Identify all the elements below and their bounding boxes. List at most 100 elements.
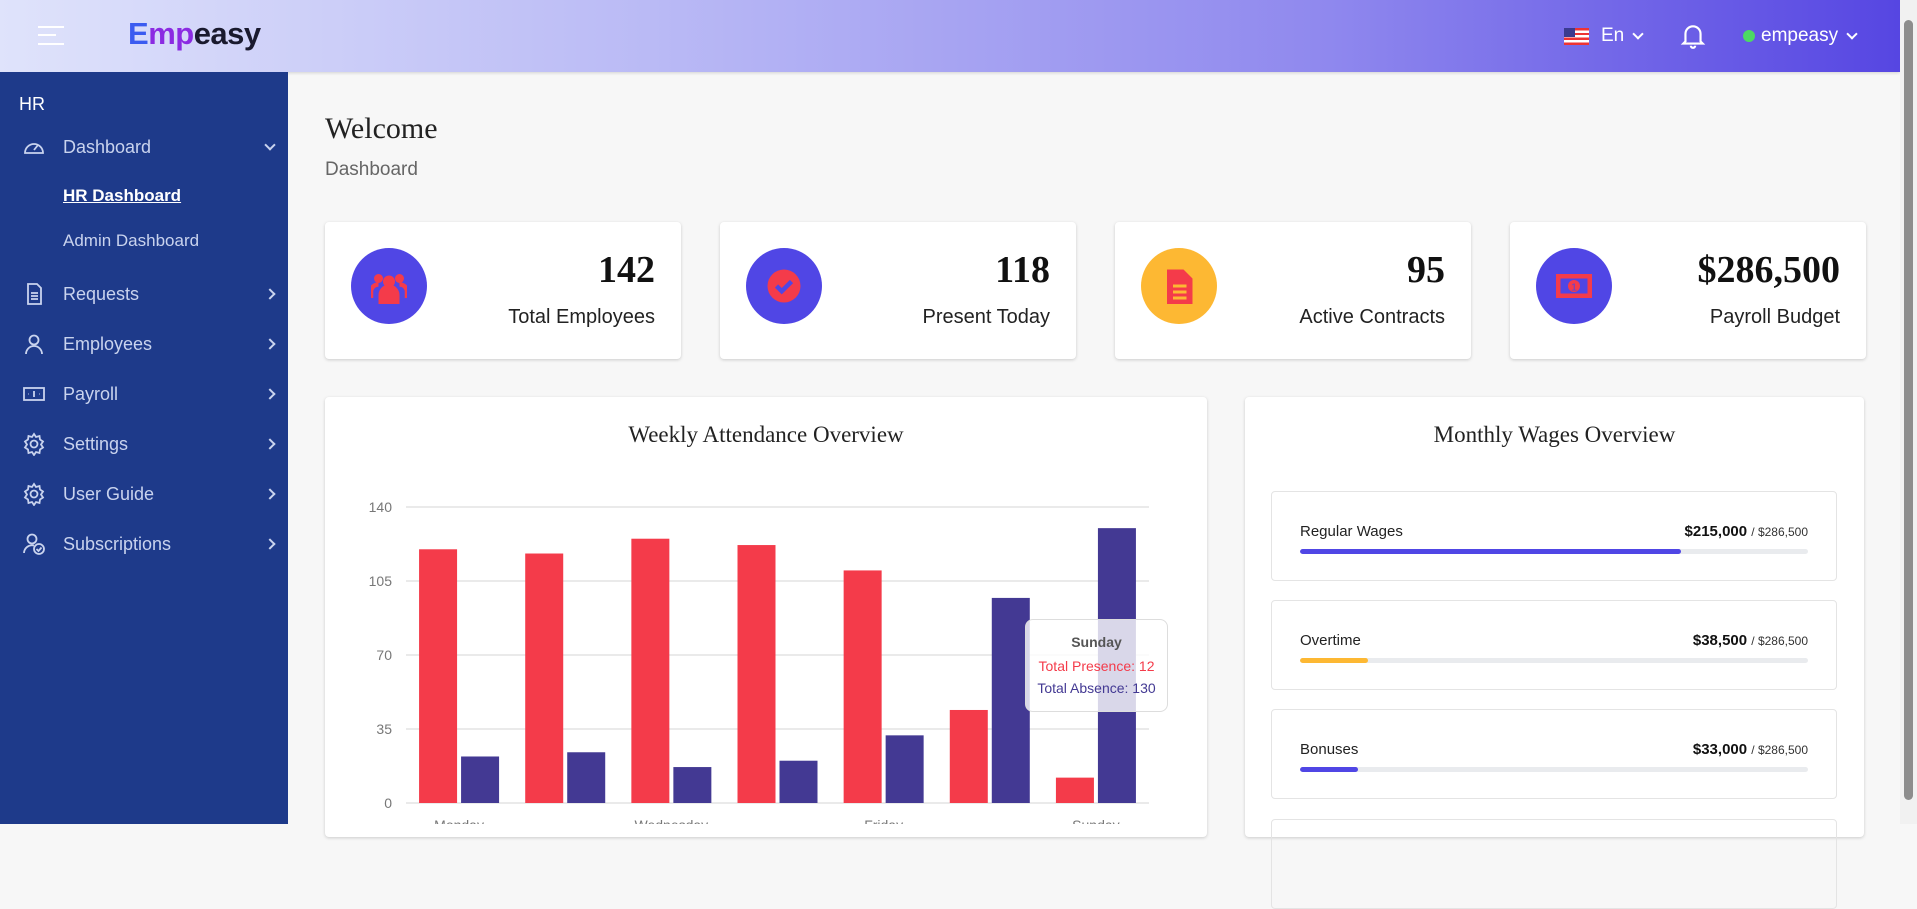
y-tick-label: 140 <box>369 499 393 515</box>
wage-progress-bar <box>1300 549 1808 554</box>
scrollbar-thumb[interactable] <box>1904 20 1913 800</box>
sidebar-subitem-admin-dashboard[interactable]: Admin Dashboard <box>63 231 200 250</box>
stat-value: $286,500 <box>1697 249 1841 291</box>
x-tick-label: Sunday <box>1072 817 1119 824</box>
stat-label: Present Today <box>922 306 1051 328</box>
stat-value: 142 <box>598 249 655 291</box>
sidebar-item-user-guide[interactable]: User Guide <box>0 474 288 514</box>
stat-value: 95 <box>1407 249 1445 291</box>
wage-item: Bonuses $33,000 / $286,500 <box>1271 709 1837 799</box>
sidebar-item-requests[interactable]: Requests <box>0 274 288 314</box>
gear-icon <box>23 482 45 506</box>
stat-card-total-employees: 142 Total Employees <box>325 222 681 359</box>
chevron-down-icon <box>1632 27 1644 40</box>
document-icon <box>27 283 42 305</box>
tooltip-absence: Total Absence: 130 <box>1037 680 1156 696</box>
language-label: En <box>1601 25 1625 46</box>
stat-icon-circle: 1 <box>1536 248 1612 324</box>
bar-total-absence <box>673 767 712 803</box>
stat-label: Active Contracts <box>1299 306 1445 328</box>
user-menu[interactable]: empeasy <box>1743 0 1858 72</box>
banknote-icon <box>23 387 45 401</box>
chevron-right-icon <box>264 488 276 500</box>
tooltip-presence: Total Presence: 12 <box>1038 658 1155 674</box>
chevron-down-icon <box>264 138 276 151</box>
online-status-dot <box>1743 30 1755 42</box>
check-circle-icon <box>767 269 801 303</box>
chevron-right-icon <box>264 388 276 400</box>
stat-icon-circle <box>746 248 822 324</box>
chart-tooltip: Sunday Total Presence: 12 Total Absence:… <box>1025 619 1168 712</box>
wage-progress-fill <box>1300 549 1681 554</box>
users-icon <box>371 274 407 304</box>
chart-title: Weekly Attendance Overview <box>628 422 904 447</box>
bar-total-absence <box>779 760 818 803</box>
bar-total-absence <box>991 597 1030 803</box>
bar-total-presence <box>631 538 670 803</box>
breadcrumb: Dashboard <box>325 159 418 180</box>
stat-card-present-today: 118 Present Today <box>720 222 1076 359</box>
bar-total-absence <box>885 735 924 803</box>
bar-total-presence <box>525 553 564 803</box>
stat-card-payroll-budget: 1 $286,500 Payroll Budget <box>1510 222 1866 359</box>
username: empeasy <box>1761 25 1839 46</box>
x-tick-label: Friday <box>864 817 903 824</box>
bell-icon <box>1680 25 1706 49</box>
y-tick-label: 105 <box>369 573 393 589</box>
bar-total-absence <box>461 756 500 803</box>
page-title: Welcome <box>325 112 438 145</box>
money-bill-icon: 1 <box>1556 274 1592 298</box>
bar-total-presence <box>1055 777 1094 803</box>
stat-card-active-contracts: 95 Active Contracts <box>1115 222 1471 359</box>
stat-label: Payroll Budget <box>1709 306 1840 328</box>
chevron-right-icon <box>264 538 276 550</box>
language-selector[interactable]: En <box>1564 0 1644 72</box>
hamburger-menu-icon[interactable] <box>38 24 64 46</box>
empeasy-logo[interactable]: Empeasy <box>128 16 261 51</box>
user-check-icon <box>23 533 45 555</box>
wages-title: Monthly Wages Overview <box>1433 422 1676 447</box>
chevron-right-icon <box>264 438 276 450</box>
notifications-button[interactable] <box>1680 0 1706 72</box>
svg-text:1: 1 <box>1571 282 1577 294</box>
sidebar-item-payroll[interactable]: Payroll <box>0 374 288 414</box>
wage-value: $215,000 / $286,500 <box>1684 523 1808 540</box>
stat-icon-circle <box>351 248 427 324</box>
wage-progress-fill <box>1300 767 1359 772</box>
sidebar-section-hr: HR <box>19 94 45 114</box>
sidebar-subitem-hr-dashboard[interactable]: HR Dashboard <box>63 186 182 205</box>
wage-progress-bar <box>1300 767 1808 772</box>
file-icon <box>1167 269 1193 304</box>
wage-item: Overtime $38,500 / $286,500 <box>1271 600 1837 690</box>
chevron-right-icon <box>264 288 276 300</box>
wage-label: Regular Wages <box>1300 523 1403 540</box>
user-icon <box>25 334 43 355</box>
wage-item-partial <box>1271 819 1837 909</box>
sidebar: HR Dashboard HR Dashboard Admin Dashboar… <box>0 72 288 824</box>
wage-item: Regular Wages $215,000 / $286,500 <box>1271 491 1837 581</box>
stat-label: Total Employees <box>508 306 655 328</box>
sidebar-item-subscriptions[interactable]: Subscriptions <box>0 524 288 564</box>
us-flag-icon <box>1564 27 1589 45</box>
chevron-down-icon <box>1846 27 1858 40</box>
page-scrollbar[interactable] <box>1900 0 1917 824</box>
bar-total-presence <box>737 545 776 803</box>
x-tick-label: Wednesday <box>635 817 709 824</box>
bar-total-presence <box>949 709 988 803</box>
wage-label: Overtime <box>1300 632 1361 649</box>
sidebar-item-employees[interactable]: Employees <box>0 324 288 364</box>
stat-icon-circle <box>1141 248 1217 324</box>
wage-progress-fill <box>1300 658 1369 663</box>
sidebar-item-settings[interactable]: Settings <box>0 424 288 464</box>
x-tick-label: Monday <box>434 817 484 824</box>
y-tick-label: 70 <box>376 647 392 663</box>
sidebar-item-dashboard[interactable]: Dashboard <box>0 127 288 167</box>
gauge-icon <box>24 143 44 154</box>
attendance-bar-chart: 0 35 70 105 140 Monday Wednesday Friday Sunday <box>369 499 1149 824</box>
bar-total-presence <box>419 549 458 803</box>
tooltip-title: Sunday <box>1071 634 1122 650</box>
y-tick-label: 0 <box>384 795 392 811</box>
bar-total-absence <box>567 752 606 803</box>
gear-icon <box>23 432 45 456</box>
wage-progress-bar <box>1300 658 1808 663</box>
